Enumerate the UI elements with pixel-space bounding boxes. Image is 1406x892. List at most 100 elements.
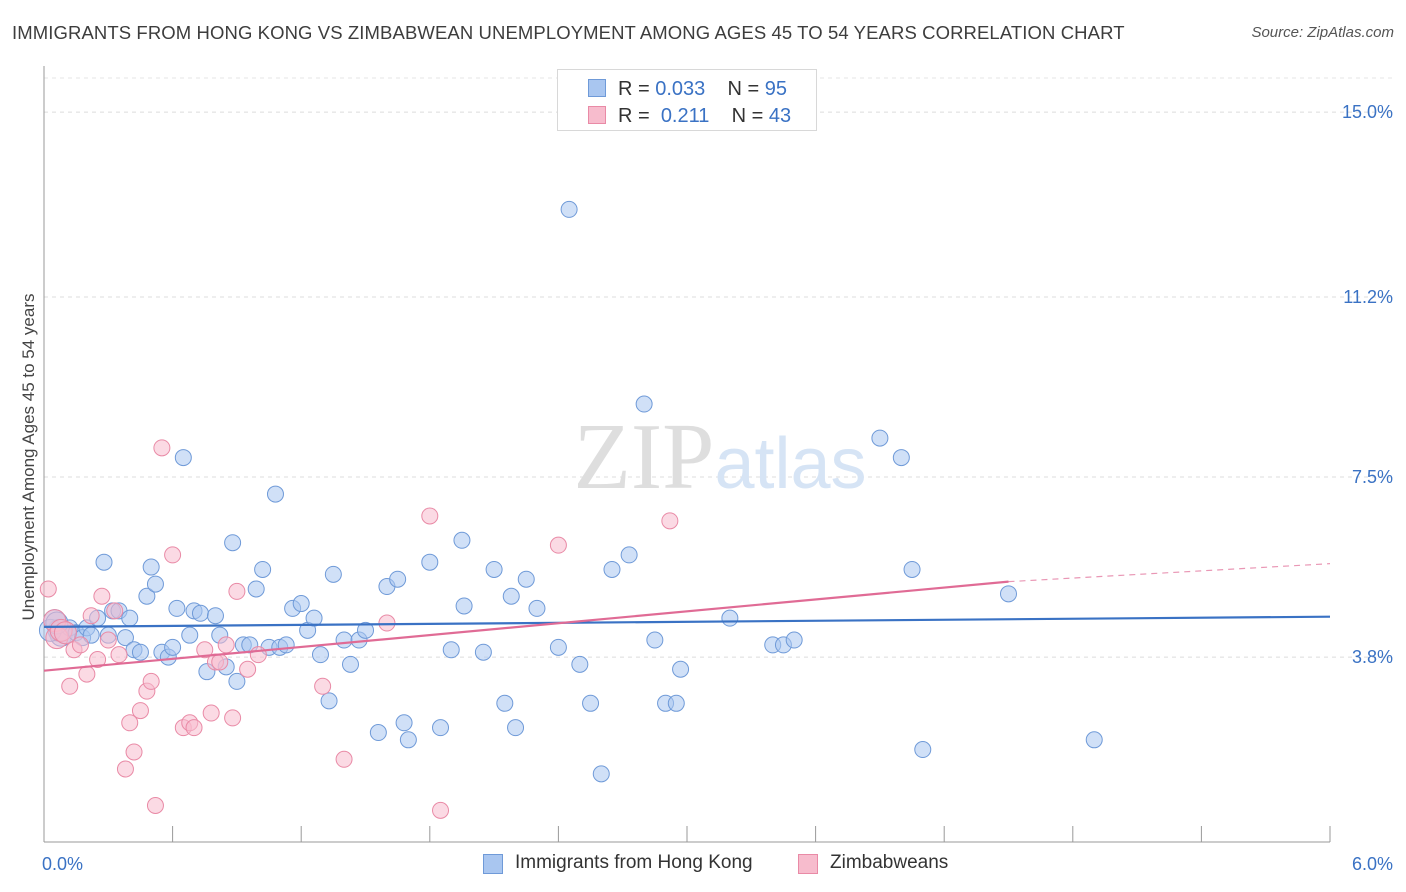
data-point — [667, 694, 685, 712]
data-point — [432, 801, 450, 819]
legend-r-value: 0.211 — [660, 105, 710, 127]
data-point — [432, 719, 450, 737]
legend-swatch-zimbabweans — [798, 854, 818, 874]
data-point — [228, 672, 246, 690]
legend-swatch-hong-kong — [588, 79, 606, 97]
axes — [43, 66, 1331, 843]
data-point — [635, 395, 653, 413]
data-point — [174, 449, 192, 467]
legend-text-zimbabweans: R = 0.211 N = 43 — [618, 105, 791, 128]
data-point — [153, 439, 171, 457]
data-point — [485, 560, 503, 578]
data-point — [164, 546, 182, 564]
data-point — [228, 582, 246, 600]
data-point — [603, 560, 621, 578]
y-tick-label: 15.0% — [1342, 102, 1393, 122]
data-point — [61, 677, 79, 695]
data-point — [661, 512, 679, 530]
y-axis-label: Unemployment Among Ages 45 to 54 years — [19, 293, 38, 621]
trend-line-extrapolated — [1008, 563, 1331, 583]
y-tick-label: 11.2% — [1343, 287, 1393, 307]
data-point — [785, 631, 803, 649]
data-point — [646, 631, 664, 649]
data-point — [249, 646, 267, 664]
data-point — [1085, 731, 1103, 749]
data-point — [89, 651, 107, 669]
legend-text-hong-kong: R = 0.033 N = 95 — [618, 78, 787, 101]
data-point — [455, 597, 473, 615]
data-point — [131, 702, 149, 720]
data-point — [914, 741, 932, 759]
data-point — [181, 626, 199, 644]
data-point — [95, 553, 113, 571]
data-point — [620, 546, 638, 564]
data-point — [549, 638, 567, 656]
data-point — [314, 677, 332, 695]
data-point — [442, 641, 460, 659]
data-point — [146, 575, 164, 593]
data-point — [592, 765, 610, 783]
data-point — [672, 660, 690, 678]
legend-n-value: 95 — [764, 78, 788, 100]
data-point — [369, 724, 387, 742]
x-tick-label: 0.0% — [42, 854, 83, 874]
data-point — [168, 599, 186, 617]
data-point — [721, 609, 739, 627]
data-point — [224, 534, 242, 552]
grid-lines — [44, 77, 1395, 658]
legend-row-zimbabweans: R = 0.211 N = 43 — [558, 103, 816, 129]
data-point — [239, 660, 257, 678]
legend-r-value: 0.033 — [655, 78, 706, 100]
data-point — [224, 709, 242, 727]
data-point — [164, 638, 182, 656]
data-point — [82, 607, 100, 625]
data-point — [277, 636, 295, 654]
correlation-legend: R = 0.033 N = 95 R = 0.211 N = 43 — [557, 69, 817, 131]
legend-swatch-hong-kong — [483, 854, 503, 874]
series-legend: Immigrants from Hong Kong Zimbabweans — [0, 852, 1406, 878]
data-point — [549, 536, 567, 554]
data-point — [474, 643, 492, 661]
data-point — [528, 599, 546, 617]
data-point — [324, 565, 342, 583]
data-point — [421, 553, 439, 571]
data-point — [71, 636, 89, 654]
trend-lines — [43, 563, 1331, 672]
data-point — [138, 587, 156, 605]
data-point — [254, 560, 272, 578]
data-point — [305, 609, 323, 627]
data-point — [131, 643, 149, 661]
data-point — [142, 672, 160, 690]
legend-label-hong-kong: Immigrants from Hong Kong — [515, 852, 753, 873]
series-hong-kong-points — [38, 200, 1103, 783]
data-point — [496, 694, 514, 712]
data-point — [125, 743, 143, 761]
data-point — [146, 797, 164, 815]
data-point — [453, 531, 471, 549]
data-point — [142, 558, 160, 576]
data-point — [292, 595, 310, 613]
data-point — [206, 607, 224, 625]
data-point — [320, 692, 338, 710]
legend-swatch-zimbabweans — [588, 106, 606, 124]
data-point — [121, 609, 139, 627]
data-point — [93, 587, 111, 605]
trend-line — [43, 580, 1009, 672]
data-point — [217, 636, 235, 654]
data-point — [502, 587, 520, 605]
legend-n-label: N = — [727, 78, 760, 100]
data-point — [335, 631, 353, 649]
data-point — [311, 646, 329, 664]
data-point — [389, 570, 407, 588]
data-point — [1000, 585, 1017, 603]
y-tick-label: 3.8% — [1352, 647, 1393, 667]
data-point — [185, 719, 203, 737]
data-point — [121, 714, 139, 732]
data-point — [335, 750, 353, 768]
data-point — [357, 621, 374, 639]
data-point — [507, 719, 525, 737]
legend-r-label: R = — [618, 105, 650, 127]
data-point — [399, 731, 417, 749]
data-point — [99, 631, 117, 649]
chart-title: IMMIGRANTS FROM HONG KONG VS ZIMBABWEAN … — [12, 22, 1125, 43]
